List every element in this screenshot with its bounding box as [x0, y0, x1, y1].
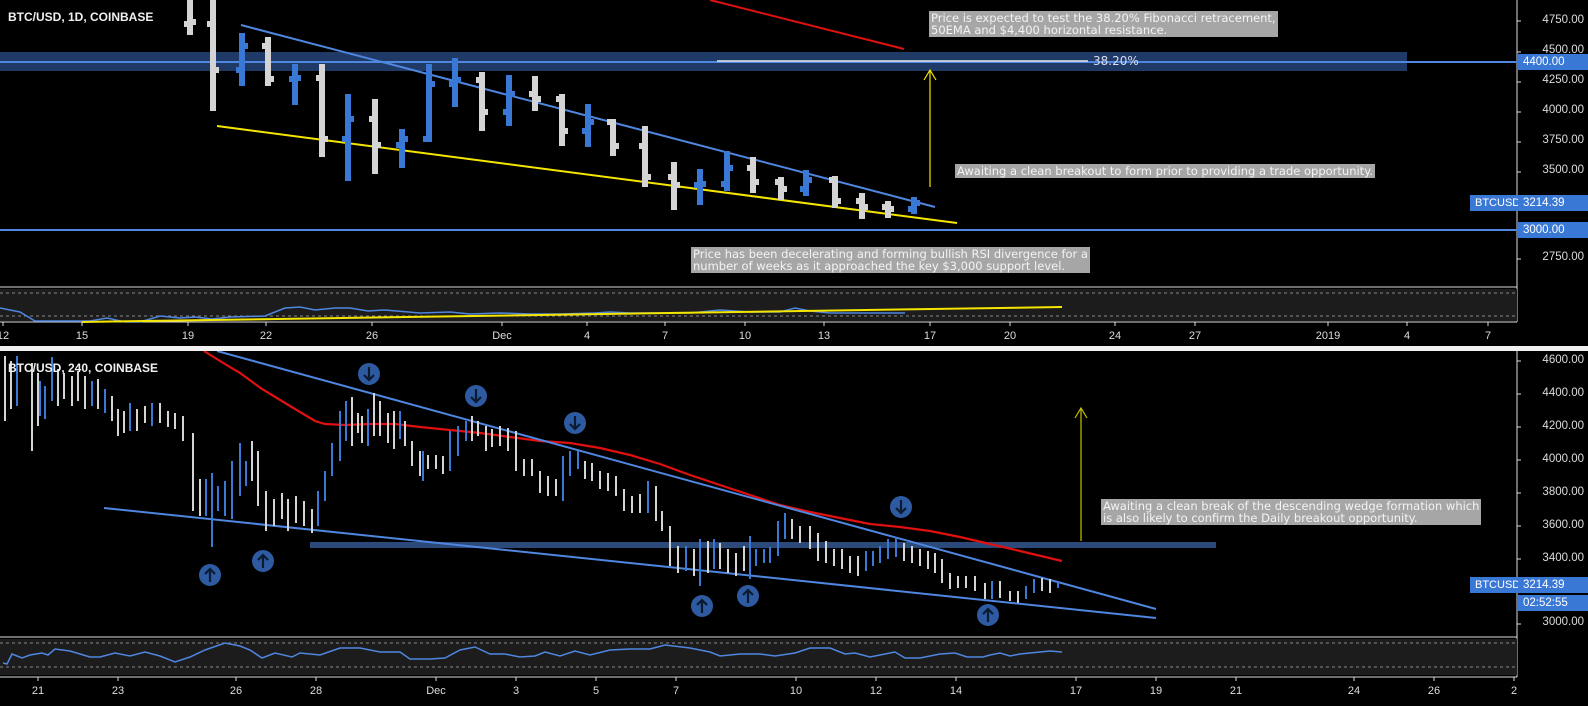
- time-axis-label: Dec: [426, 685, 446, 697]
- ema-line: [709, 0, 905, 50]
- price-axis-label: 3500.00: [1542, 164, 1584, 176]
- note-resistance[interactable]: Price is expected to test the 38.20% Fib…: [929, 11, 1278, 37]
- time-axis-label: 4: [1403, 330, 1411, 342]
- time-axis-label: 27: [1188, 330, 1202, 342]
- price-axis-label: 3000.00: [1542, 616, 1584, 628]
- time-axis-label: 26: [365, 330, 379, 342]
- daily-chart-pane[interactable]: BTC/USD, 1D, COINBASE 4750.00 4500.00 42…: [0, 0, 1588, 346]
- target-arrow-icon: [1074, 406, 1088, 541]
- h4-chart-title: BTC/USD, 240, COINBASE: [8, 361, 159, 375]
- daily-rsi-divergence-line: [81, 306, 1063, 323]
- resistance-price-tag: 4400.00: [1518, 54, 1588, 70]
- price-axis-label: 3400.00: [1542, 552, 1584, 564]
- time-axis-label: 13: [817, 330, 831, 342]
- time-axis-label: 4: [583, 330, 591, 342]
- time-axis-label: 2019: [1315, 330, 1341, 342]
- time-axis-label: 14: [949, 685, 963, 697]
- time-axis-label: 15: [75, 330, 89, 342]
- bar-countdown-tag: 02:52:55: [1518, 595, 1588, 611]
- h4-rsi-pane: [0, 639, 1517, 675]
- price-axis-label: 4400.00: [1542, 387, 1584, 399]
- time-axis-label: 17: [1069, 685, 1083, 697]
- time-axis-label: 21: [31, 685, 45, 697]
- time-axis-label: 10: [789, 685, 803, 697]
- fib-level-label: 38.20%: [1093, 54, 1139, 68]
- time-axis-label: 19: [1149, 685, 1163, 697]
- price-axis-label: 3800.00: [1542, 486, 1584, 498]
- note-divergence[interactable]: Price has been decelerating and forming …: [691, 247, 1090, 273]
- time-axis-label: 5: [592, 685, 600, 697]
- time-axis-label: 23: [111, 685, 125, 697]
- price-axis-label: 3600.00: [1542, 519, 1584, 531]
- time-axis-label: 12: [0, 330, 10, 342]
- price-axis-label: 3750.00: [1542, 134, 1584, 146]
- time-axis-label: 12: [869, 685, 883, 697]
- symbol-tag: BTCUSD: [1470, 195, 1526, 211]
- ema-line: [203, 351, 1063, 563]
- time-axis-label: 22: [259, 330, 273, 342]
- time-axis-label: 2: [1510, 685, 1518, 697]
- wedge-lower-line: [103, 507, 1157, 619]
- time-axis-label: 17: [923, 330, 937, 342]
- price-axis-label: 4600.00: [1542, 354, 1584, 366]
- daily-chart-canvas[interactable]: [0, 0, 1588, 346]
- time-axis-label: 7: [672, 685, 680, 697]
- daily-chart-title: BTC/USD, 1D, COINBASE: [8, 10, 154, 24]
- resistance-touch-arrow-icon: [358, 363, 912, 518]
- time-axis-label: 20: [1003, 330, 1017, 342]
- last-price-tag: 3214.39: [1518, 195, 1588, 211]
- price-axis-label: 4500.00: [1542, 44, 1584, 56]
- time-axis-label: 7: [661, 330, 669, 342]
- daily-ohlc-bars: [184, 0, 920, 219]
- symbol-tag: BTCUSD: [1470, 577, 1526, 593]
- target-arrow-icon: [923, 68, 937, 187]
- time-axis-label: 28: [309, 685, 323, 697]
- support-price-tag: 3000.00: [1518, 222, 1588, 238]
- h4-rsi-line: [2, 642, 1063, 665]
- note-breakout[interactable]: Awaiting a clean breakout to form prior …: [955, 164, 1376, 178]
- last-price-tag: 3214.39: [1518, 577, 1588, 593]
- pane-divider[interactable]: [0, 346, 1588, 351]
- price-axis-label: 4250.00: [1542, 74, 1584, 86]
- h4-chart-pane[interactable]: BTC/USD, 240, COINBASE 4600.00 4400.00 4…: [0, 351, 1588, 706]
- price-axis-label: 4000.00: [1542, 453, 1584, 465]
- time-axis-label: 21: [1229, 685, 1243, 697]
- h4-chart-canvas[interactable]: [0, 351, 1588, 706]
- price-axis-label: 2750.00: [1542, 251, 1584, 263]
- price-axis-label: 4000.00: [1542, 104, 1584, 116]
- time-axis-label: 7: [1484, 330, 1492, 342]
- support-touch-arrow-icon: [199, 550, 999, 626]
- time-axis-label: 3: [512, 685, 520, 697]
- note-wedge[interactable]: Awaiting a clean break of the descending…: [1101, 499, 1482, 525]
- horizontal-zone: [310, 542, 1216, 548]
- time-axis-label: 26: [229, 685, 243, 697]
- time-axis-label: 19: [181, 330, 195, 342]
- price-axis-label: 4750.00: [1542, 14, 1584, 26]
- price-axis-label: 4200.00: [1542, 420, 1584, 432]
- h4-ohlc-bars: [4, 356, 1059, 603]
- time-axis-label: 24: [1347, 685, 1361, 697]
- time-axis-label: 26: [1427, 685, 1441, 697]
- time-axis-label: Dec: [492, 330, 512, 342]
- time-axis-label: 10: [738, 330, 752, 342]
- time-axis-label: 24: [1108, 330, 1122, 342]
